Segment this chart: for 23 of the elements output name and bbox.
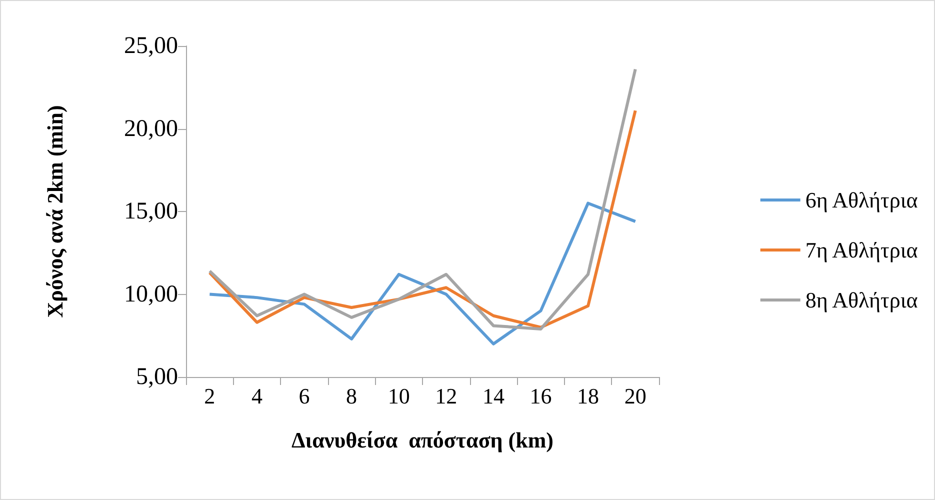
x-tick-label: 20 (624, 384, 646, 408)
line-series (208, 202, 637, 346)
y-tick-label: 10,00 (124, 281, 178, 308)
x-tick-label: 4 (251, 384, 262, 408)
y-tick-label: 25,00 (124, 33, 178, 59)
line-series (208, 109, 637, 329)
legend-label: 6η Αθλήτρια (805, 188, 918, 212)
x-tick-label: 10 (388, 384, 410, 408)
legend-label: 7η Αθλήτρια (805, 238, 918, 262)
line-series (208, 68, 637, 331)
x-axis-title: Διανυθείσα απόσταση (km) (292, 428, 554, 452)
legend-label: 8η Αθλήτρια (805, 288, 918, 312)
x-tick-label: 12 (435, 384, 458, 408)
x-tick-label: 8 (346, 384, 358, 408)
y-tick-label: 15,00 (124, 198, 178, 224)
y-tick-label: 20,00 (124, 116, 178, 142)
x-tick-label: 6 (298, 384, 310, 408)
x-tick-label: 18 (577, 384, 600, 408)
x-tick-label: 16 (530, 384, 552, 408)
y-axis-title: Χρόνος ανά 2km (min) (42, 105, 68, 318)
x-tick-label: 2 (204, 384, 216, 408)
x-tick-label: 14 (482, 384, 504, 408)
y-tick-label: 5,00 (136, 364, 178, 390)
